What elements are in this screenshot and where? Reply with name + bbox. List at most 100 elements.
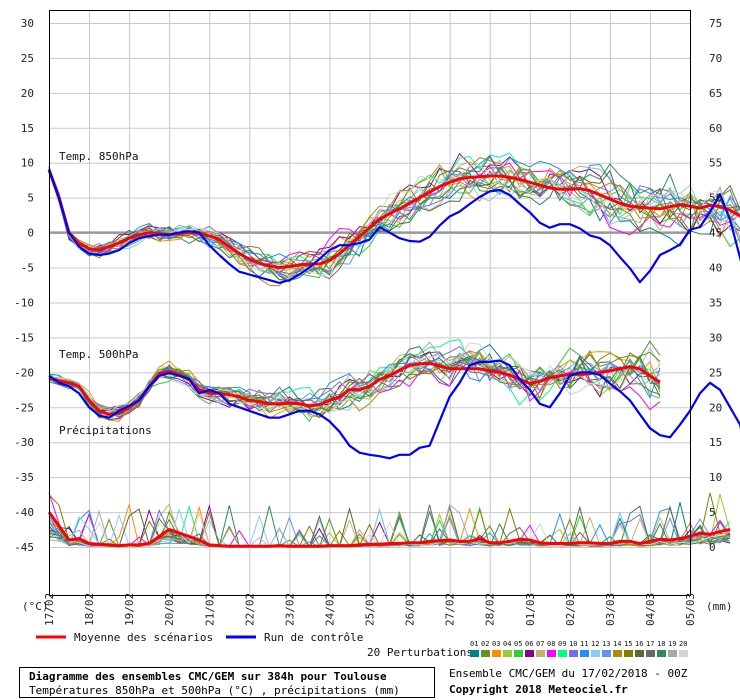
perturbation-swatch (580, 650, 589, 657)
perturbation-swatch (536, 650, 545, 657)
x-label: 04/03 (644, 593, 657, 626)
perturbation-id: 13 (602, 640, 610, 648)
x-label: 25/02 (364, 593, 377, 626)
left-tick: 25 (21, 52, 34, 65)
left-tick: 5 (27, 192, 34, 205)
perturbation-swatch (503, 650, 512, 657)
right-tick: 55 (709, 157, 722, 170)
diagram-title: Diagramme des ensembles CMC/GEM sur 384h… (29, 670, 387, 683)
x-label: 17/02 (43, 593, 56, 626)
perturbation-id: 05 (514, 640, 522, 648)
x-label: 28/02 (484, 593, 497, 626)
right-tick: 30 (709, 331, 722, 344)
x-label: 27/02 (444, 593, 457, 626)
legend-control-label: Run de contrôle (264, 631, 363, 644)
label-precipitations: Précipitations (59, 424, 152, 437)
perturbation-id: 15 (624, 640, 632, 648)
credit-block: Ensemble CMC/GEM du 17/02/2018 - 00Z Cop… (449, 666, 687, 698)
perturbation-swatch (470, 650, 479, 657)
diagram-subtitle: Températures 850hPa et 500hPa (°C) , pré… (29, 684, 400, 697)
perturbation-id: 08 (547, 640, 555, 648)
left-tick: -20 (14, 366, 34, 379)
perturbation-line (48, 351, 661, 421)
perturbation-id: 17 (646, 640, 654, 648)
right-tick: 35 (709, 296, 722, 309)
perturbation-id: 01 (470, 640, 478, 648)
x-label: 19/02 (123, 593, 136, 626)
left-tick: 15 (21, 122, 34, 135)
left-tick: -25 (14, 401, 34, 414)
x-label: 18/02 (83, 593, 96, 626)
left-tick: -40 (14, 506, 34, 519)
copyright: Copyright 2018 Meteociel.fr (449, 683, 628, 696)
perturbation-line (48, 166, 740, 268)
perturbation-id: 11 (580, 640, 588, 648)
perturbation-swatch (635, 650, 644, 657)
left-tick: -35 (14, 471, 34, 484)
mean-series-line (47, 511, 731, 548)
perturbation-legend: 01 02 03 04 05 06 07 08 09 10 11 12 13 14 15 16 17 18 19 20 (470, 640, 688, 657)
perturbation-swatch (569, 650, 578, 657)
right-tick: 10 (709, 471, 722, 484)
perturbation-swatch (492, 650, 501, 657)
right-tick: 45 (709, 227, 722, 240)
perturbation-swatch (646, 650, 655, 657)
perturbation-swatch (668, 650, 677, 657)
perturbation-id: 02 (481, 640, 489, 648)
perturbation-swatch (481, 650, 490, 657)
perturbation-id: 20 (679, 640, 687, 648)
plot-frame (49, 10, 691, 596)
perturbation-swatch (602, 650, 611, 657)
label-temp-850: Temp. 850hPa (59, 150, 138, 163)
left-tick: -5 (21, 262, 34, 275)
perturbation-swatch (624, 650, 633, 657)
right-tick: 40 (709, 262, 722, 275)
left-tick: -15 (14, 331, 34, 344)
perturbation-swatch (558, 650, 567, 657)
label-temp-500: Temp. 500hPa (59, 348, 138, 361)
perturbation-id: 12 (591, 640, 599, 648)
legend-mean-label: Moyenne des scénarios (74, 631, 213, 644)
perturbation-id: 04 (503, 640, 511, 648)
x-label: 20/02 (163, 593, 176, 626)
x-label: 23/02 (283, 593, 296, 626)
perturbation-swatch (613, 650, 622, 657)
right-tick: 60 (709, 122, 722, 135)
perturbation-id: 16 (635, 640, 643, 648)
perturbation-id: 09 (558, 640, 566, 648)
perturbation-swatch (657, 650, 666, 657)
right-tick: 25 (709, 366, 722, 379)
perturbation-id: 19 (668, 640, 676, 648)
main-series-lines (47, 169, 740, 548)
left-tick: 20 (21, 87, 34, 100)
left-axis-ticks: 30 25 20 15 10 5 0 -5 -10 -15 -20 -25 -30 -35 -40 -45 (14, 17, 34, 554)
legend-perturbations-label: 20 Perturbations (367, 646, 473, 659)
x-axis-labels: 17/02 18/02 19/02 20/02 21/02 22/02 23/02 24/02… (43, 593, 697, 626)
perturbation-swatch (591, 650, 600, 657)
right-tick: 70 (709, 52, 722, 65)
x-label: 21/02 (203, 593, 216, 626)
right-tick: 20 (709, 401, 722, 414)
left-tick: -30 (14, 436, 34, 449)
x-label: 01/03 (524, 593, 537, 626)
perturbation-swatch (514, 650, 523, 657)
right-tick: 0 (709, 541, 716, 554)
perturbation-id: 03 (492, 640, 500, 648)
x-label: 24/02 (323, 593, 336, 626)
left-tick: 10 (21, 157, 34, 170)
perturbation-swatch (547, 650, 556, 657)
control-series-line (48, 359, 740, 460)
run-info: Ensemble CMC/GEM du 17/02/2018 - 00Z (449, 667, 688, 680)
x-label: 26/02 (404, 593, 417, 626)
perturbation-id: 07 (536, 640, 544, 648)
right-tick: 50 (709, 192, 722, 205)
x-label: 02/03 (564, 593, 577, 626)
perturbation-precip-line (48, 504, 731, 548)
left-tick: -10 (14, 296, 34, 309)
perturbation-id: 06 (525, 640, 533, 648)
left-tick: 30 (21, 17, 34, 30)
x-label: 05/03 (684, 593, 697, 626)
right-tick: 75 (709, 17, 722, 30)
